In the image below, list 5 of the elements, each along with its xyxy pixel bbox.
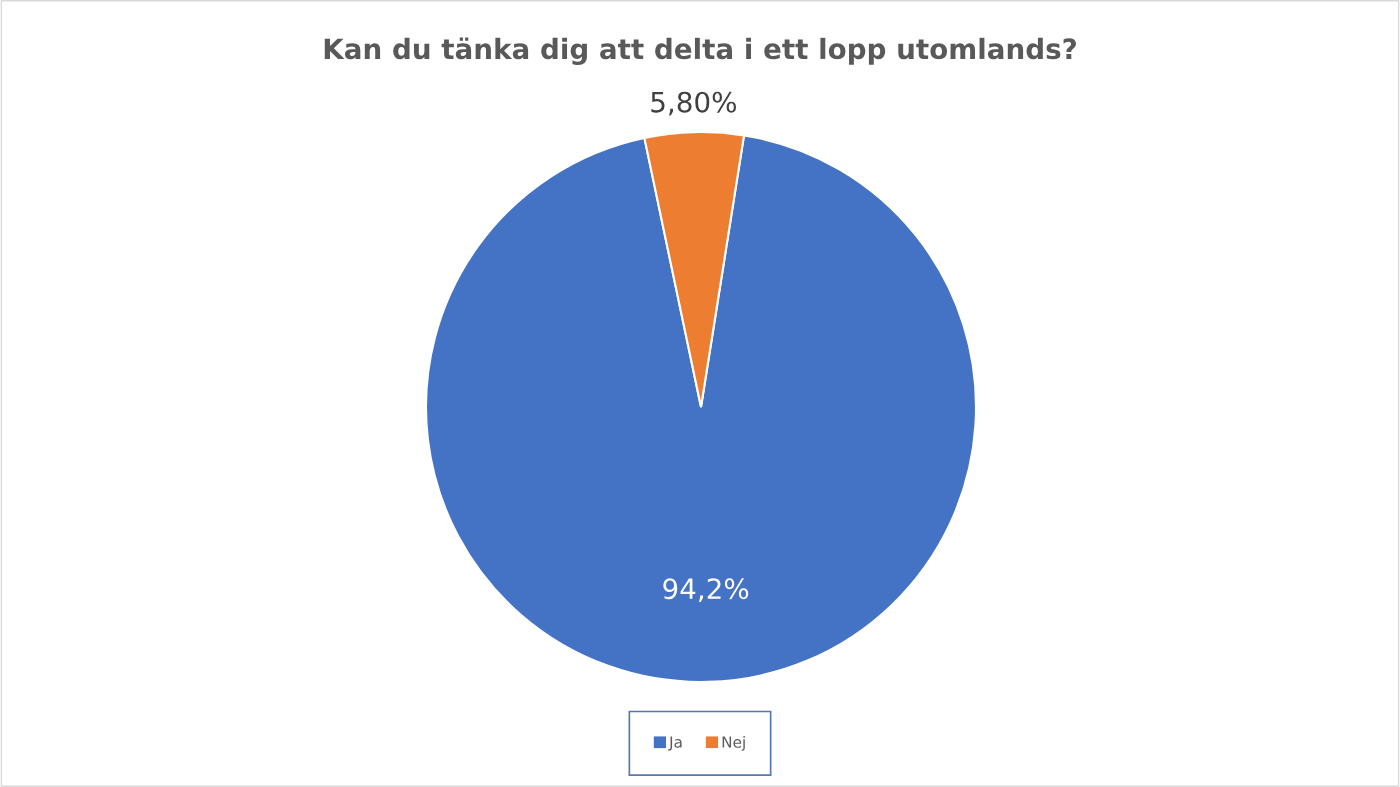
- data-label: 94,2%: [663, 578, 749, 603]
- chart-title: Kan du tänka dig att delta i ett lopp utomlands?: [324, 37, 1076, 65]
- legend-label: Ja: [668, 736, 682, 751]
- data-label: 5,80%: [651, 91, 736, 116]
- legend-label: Nej: [722, 735, 745, 751]
